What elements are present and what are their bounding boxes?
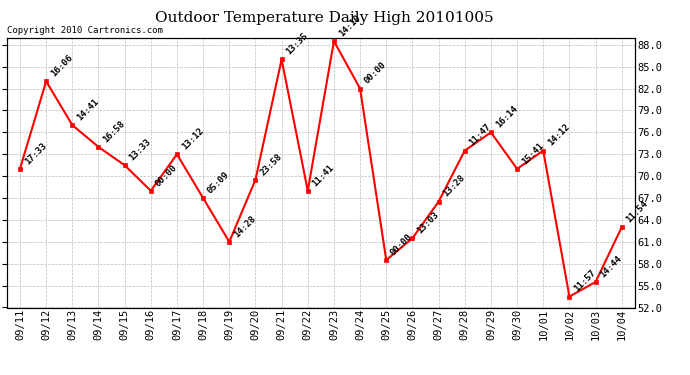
Text: 11:54: 11:54 <box>624 199 650 225</box>
Text: 14:44: 14:44 <box>598 254 624 279</box>
Text: 15:41: 15:41 <box>520 141 545 166</box>
Text: 13:35: 13:35 <box>284 31 310 57</box>
Text: 05:09: 05:09 <box>206 170 231 195</box>
Text: 13:28: 13:28 <box>442 174 466 199</box>
Text: 16:06: 16:06 <box>49 53 75 78</box>
Text: 14:12: 14:12 <box>546 123 571 148</box>
Text: 00:00: 00:00 <box>389 232 415 257</box>
Text: 11:47: 11:47 <box>468 123 493 148</box>
Text: 17:33: 17:33 <box>23 141 48 166</box>
Text: 16:14: 16:14 <box>493 104 519 130</box>
Text: Copyright 2010 Cartronics.com: Copyright 2010 Cartronics.com <box>7 26 163 35</box>
Text: 13:12: 13:12 <box>179 126 205 152</box>
Text: 11:41: 11:41 <box>310 163 336 188</box>
Text: 13:03: 13:03 <box>415 210 440 236</box>
Text: 23:58: 23:58 <box>258 152 284 177</box>
Text: 00:00: 00:00 <box>154 163 179 188</box>
Text: 14:41: 14:41 <box>75 97 101 122</box>
Text: 11:57: 11:57 <box>572 268 598 294</box>
Text: 14:10: 14:10 <box>337 13 362 38</box>
Text: 16:58: 16:58 <box>101 119 126 144</box>
Text: 00:00: 00:00 <box>363 60 388 86</box>
Text: 13:33: 13:33 <box>128 137 152 162</box>
Text: Outdoor Temperature Daily High 20101005: Outdoor Temperature Daily High 20101005 <box>155 11 493 25</box>
Text: 14:28: 14:28 <box>232 214 257 239</box>
